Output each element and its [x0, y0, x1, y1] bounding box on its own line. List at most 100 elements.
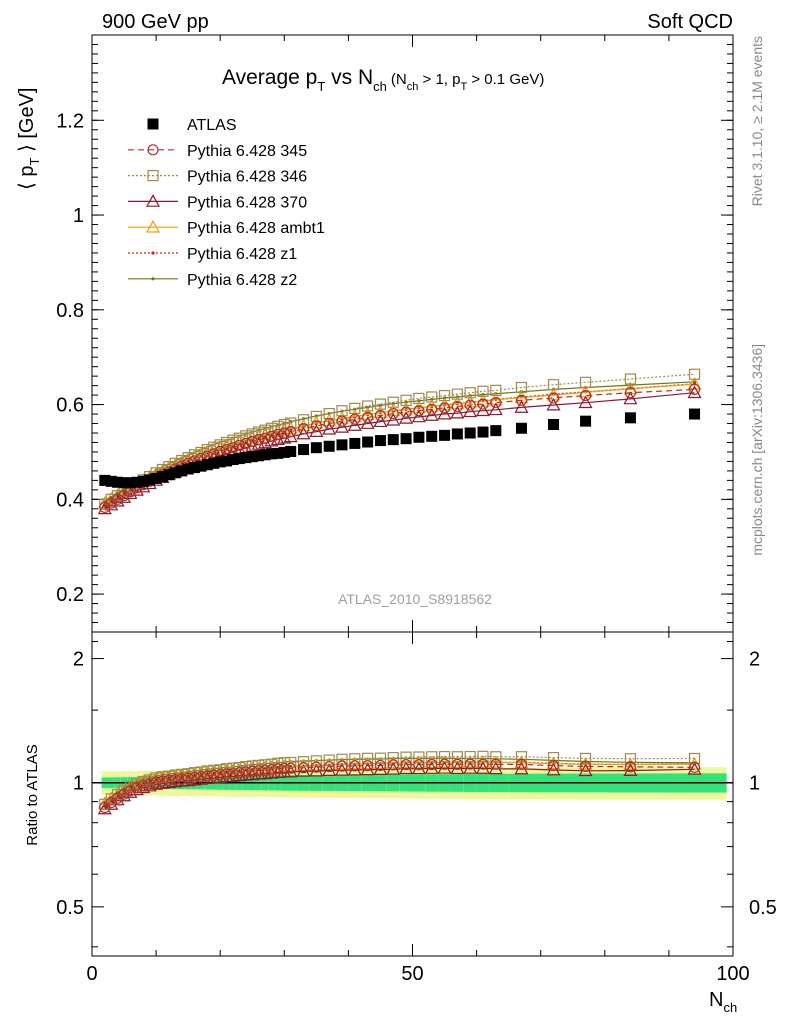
data-point: [336, 415, 348, 427]
data-point: [265, 422, 278, 434]
data-point: [195, 446, 207, 459]
main-ytick-label: 0.6: [56, 395, 84, 417]
ratio-point: [112, 792, 124, 804]
series-line: [104, 381, 695, 503]
data-point: [253, 426, 265, 438]
ratio-series-pythia-6-428-345: [99, 758, 701, 814]
data-point: [515, 422, 527, 434]
legend-item: Pythia 6.428 370: [128, 194, 307, 211]
data-point: [438, 389, 451, 402]
ratio-ticks: 0.5 0.5 1 1 2 2 0 50 100: [56, 632, 777, 985]
data-point: [144, 474, 156, 486]
data-point: [463, 404, 478, 418]
data-point: [189, 462, 201, 474]
ratio-point: [156, 775, 169, 787]
legend-label: Pythia 6.428 z1: [187, 246, 297, 263]
ratio-point: [374, 759, 387, 772]
ratio-point: [334, 756, 350, 770]
data-point: [259, 432, 271, 444]
data-point: [97, 495, 112, 509]
ratio-point: [515, 751, 528, 763]
ratio-point: [188, 771, 201, 784]
ratio-point: [688, 761, 701, 773]
legend-label: Pythia 6.428 370: [187, 194, 307, 211]
data-point: [424, 408, 439, 421]
data-point: [426, 430, 438, 442]
data-point: [451, 428, 463, 440]
series-line: [104, 383, 695, 504]
ratio-point: [451, 758, 463, 770]
ratio-point: [131, 778, 143, 790]
legend-label: Pythia 6.428 z2: [187, 272, 297, 289]
data-point: [438, 402, 451, 414]
data-point: [515, 381, 528, 394]
ratio-point: [201, 770, 213, 782]
data-point: [240, 452, 252, 464]
main-ytick-label: 1: [73, 205, 84, 227]
data-point: [413, 392, 425, 405]
ratio-point: [297, 756, 310, 768]
ratio-point: [246, 765, 258, 777]
ratio-point: [624, 753, 637, 765]
data-point: [105, 493, 117, 505]
ratio-marks: [97, 750, 702, 815]
ratio-point: [623, 763, 638, 777]
data-point: [246, 428, 258, 440]
ratio-point: [413, 751, 425, 763]
data-point: [490, 397, 502, 409]
data-point: [105, 475, 117, 487]
data-point: [464, 399, 476, 411]
data-point: [374, 409, 387, 422]
data-point: [362, 400, 374, 412]
ratio-line: [104, 763, 695, 809]
data-point: [310, 442, 322, 454]
x-axis-label: Nch: [709, 989, 737, 1015]
ratio-point: [131, 782, 143, 794]
ratio-point: [477, 750, 489, 762]
ratio-point: [624, 761, 637, 773]
ratio-point: [227, 768, 239, 780]
data-point: [349, 402, 361, 414]
data-point: [624, 412, 636, 424]
ratio-point: [349, 760, 361, 772]
legend-marker: [147, 118, 159, 130]
legend-marker: [147, 144, 159, 156]
ratio-point: [400, 751, 412, 763]
data-point: [413, 431, 425, 443]
data-point: [323, 417, 335, 430]
data-point: [105, 497, 117, 509]
ratio-point: [387, 752, 399, 764]
ratio-point: [547, 752, 560, 764]
data-point: [265, 448, 277, 460]
ratio-point: [400, 759, 412, 771]
data-point: [514, 400, 529, 413]
ratio-point: [221, 768, 233, 780]
ratio-point: [579, 752, 592, 765]
data-point: [246, 451, 258, 463]
data-point: [309, 424, 324, 437]
ratio-point: [297, 762, 310, 774]
data-point: [201, 459, 213, 471]
data-point: [387, 407, 399, 420]
ratio-point: [477, 758, 489, 770]
data-point: [112, 493, 124, 505]
ylabel-close: ⟩ [GeV]: [16, 88, 38, 158]
main-ytick-label: 0.4: [56, 489, 84, 511]
data-point: [278, 427, 290, 439]
data-point: [547, 379, 560, 391]
data-point: [374, 398, 387, 410]
ratio-point: [426, 758, 438, 771]
title-cond-3: > 0.1 GeV): [467, 71, 544, 88]
legend-label: Pythia 6.428 346: [187, 169, 307, 186]
data-point: [546, 397, 561, 411]
legend-label: Pythia 6.428 345: [187, 143, 307, 160]
ratio-y-label: Ratio to ATLAS: [24, 744, 41, 845]
legend-marker: [147, 170, 159, 182]
ratio-panel: 0.5 0.5 1 1 2 2 0 50 100 Ratio to ATLAS: [24, 631, 777, 985]
main-ytick-label: 0.8: [56, 300, 84, 322]
data-point: [285, 445, 297, 457]
ratio-point: [137, 780, 149, 792]
ratio-ytick-label: 0.5: [56, 897, 84, 919]
data-point: [259, 424, 271, 436]
